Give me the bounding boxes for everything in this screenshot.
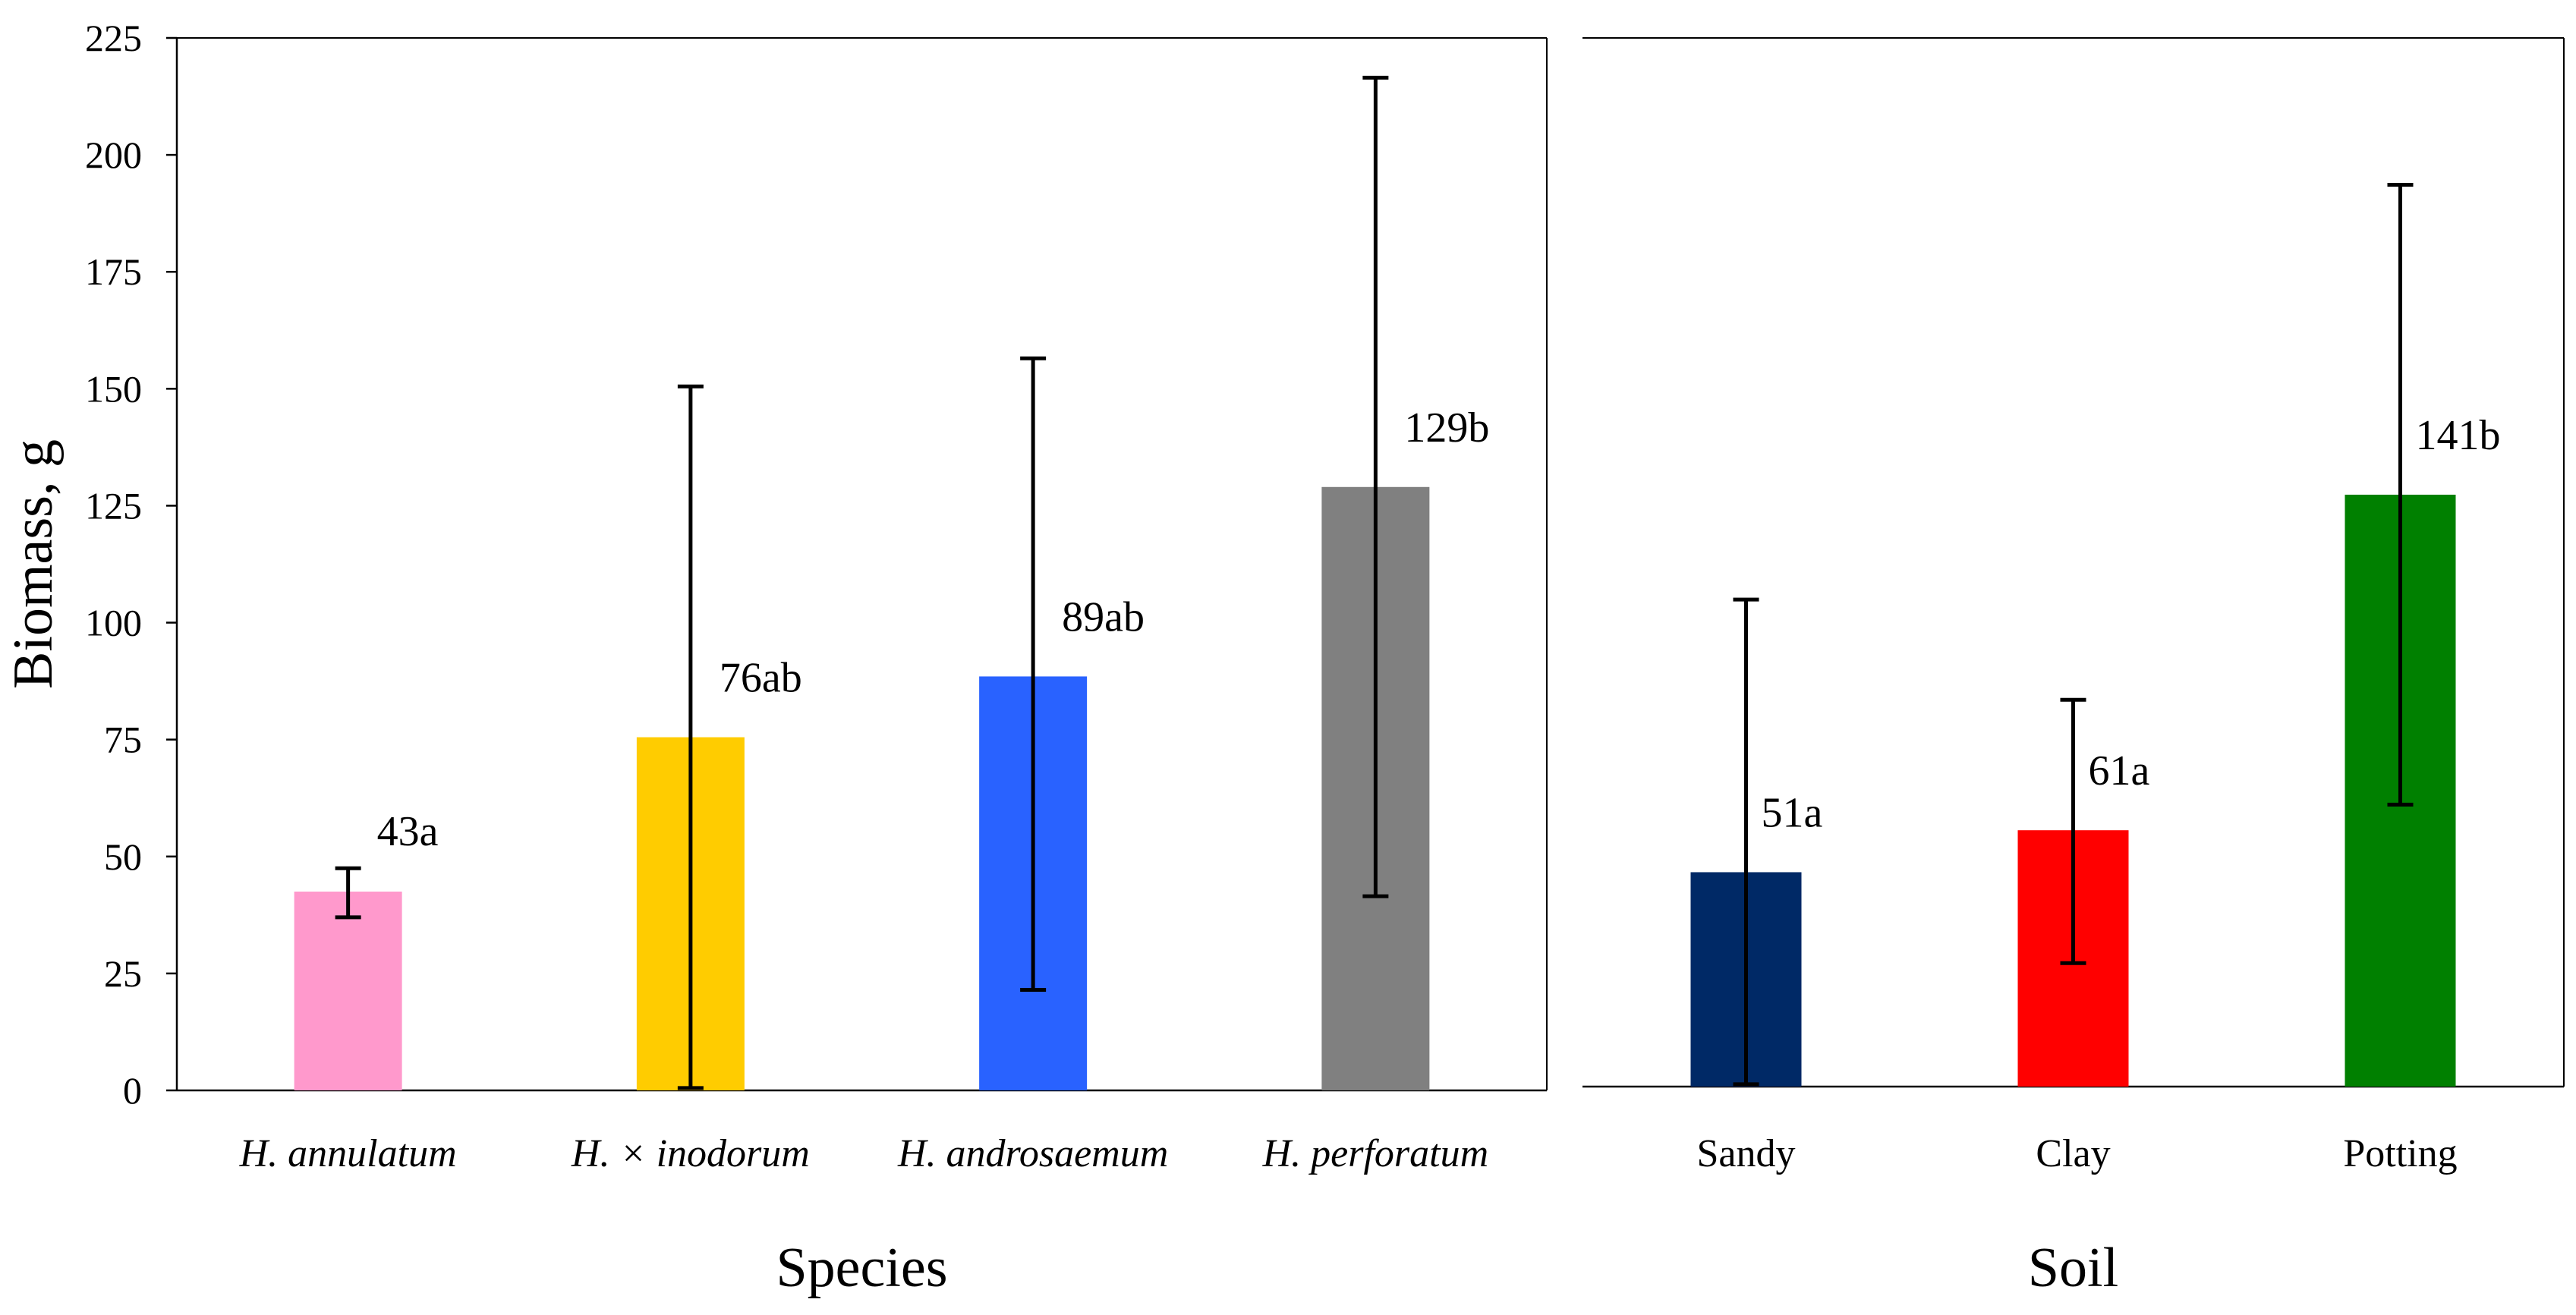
bar-data-label: 76ab xyxy=(720,655,802,702)
y-tick-label: 75 xyxy=(104,719,142,761)
bar-data-label: 89ab xyxy=(1062,593,1145,640)
bar-data-label: 61a xyxy=(2089,747,2150,794)
bar-data-label: 141b xyxy=(2416,412,2501,459)
y-tick-label: 200 xyxy=(85,134,142,176)
x-tick-label: H. androsaemum xyxy=(897,1132,1168,1175)
bar-data-label: 51a xyxy=(1762,789,1823,836)
bar xyxy=(294,892,402,1090)
y-tick-label: 125 xyxy=(85,484,142,527)
x-tick-label: Potting xyxy=(2343,1132,2457,1175)
y-tick-label: 150 xyxy=(85,367,142,410)
x-tick-label: H. perforatum xyxy=(1262,1132,1489,1175)
x-tick-label: H. × inodorum xyxy=(571,1132,810,1175)
y-tick-label: 100 xyxy=(85,602,142,644)
y-tick-label: 175 xyxy=(85,250,142,293)
species-chart-panel: 0 25 50 75 100 125 150 175 200 225 Biomass, g 43a H.… xyxy=(2,17,1548,1299)
y-axis-title: Biomass, g xyxy=(2,439,65,689)
y-tick-label: 50 xyxy=(104,835,142,878)
y-tick-label: 25 xyxy=(104,952,142,995)
x-tick-label: H. annulatum xyxy=(239,1132,457,1175)
x-axis-title: Species xyxy=(776,1237,947,1299)
soil-chart-panel: 51a Sandy 61a Clay 141b Potting Soil xyxy=(1582,37,2565,1299)
bar-data-label: 43a xyxy=(377,808,439,855)
x-axis-title: Soil xyxy=(2028,1237,2118,1299)
x-tick-label: Sandy xyxy=(1697,1132,1796,1175)
x-tick-label: Clay xyxy=(2036,1132,2110,1175)
y-tick-label: 0 xyxy=(123,1069,142,1112)
bar-data-label: 129b xyxy=(1404,404,1489,451)
y-tick-label: 225 xyxy=(85,17,142,59)
